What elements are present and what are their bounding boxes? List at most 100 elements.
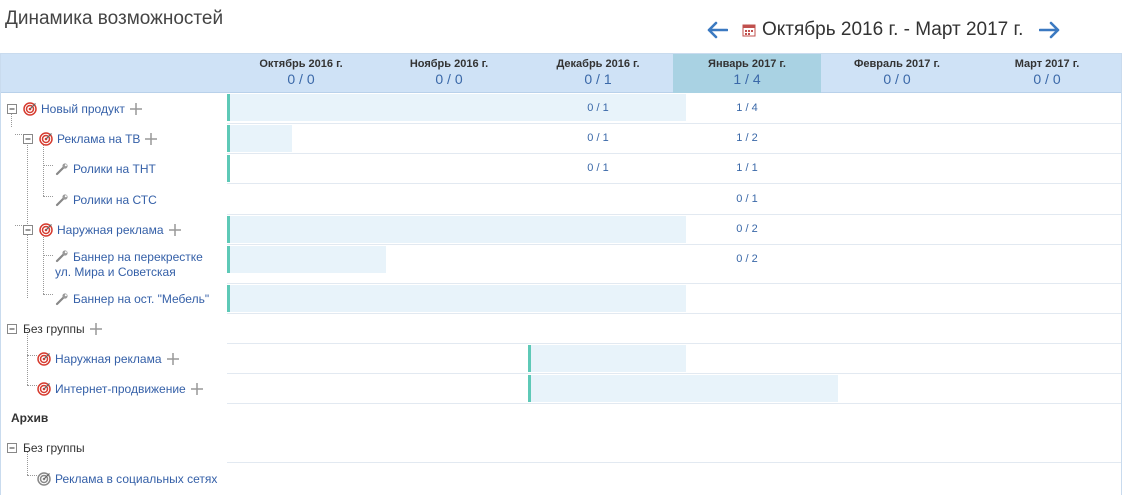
- wrench-icon: [55, 162, 69, 176]
- timeline-bar: [227, 285, 686, 312]
- archive-label: Архив: [11, 411, 49, 425]
- month-header-dec: Декабрь 2016 г. 0 / 1: [523, 54, 673, 93]
- month-value: 1 / 4: [733, 71, 761, 87]
- month-header-oct: Октябрь 2016 г. 0 / 0: [227, 54, 375, 93]
- period-navigator: Октябрь 2016 г. - Март 2017 г.: [704, 15, 1063, 45]
- month-header-feb: Февраль 2017 г. 0 / 0: [821, 54, 973, 93]
- month-name: Март 2017 г.: [1014, 58, 1080, 70]
- wrench-icon: [55, 292, 69, 306]
- tree-connector: [43, 144, 44, 196]
- tree-row: Интернет-продвижение: [1, 374, 1121, 404]
- tree-connector: [15, 134, 22, 135]
- tree-item-label[interactable]: Баннер на перекрестке: [73, 249, 203, 265]
- month-header-nov: Ноябрь 2016 г. 0 / 0: [375, 54, 523, 93]
- tree-item-label[interactable]: Наружная реклама: [57, 223, 164, 237]
- add-icon[interactable]: [129, 102, 143, 116]
- count-cell: 0 / 1: [587, 102, 609, 114]
- tree-item-label[interactable]: Ролики на СТС: [73, 192, 157, 207]
- tree-row: Без группы: [1, 432, 1121, 463]
- count-cell: 0 / 1: [587, 162, 609, 174]
- period-range: Октябрь 2016 г. - Март 2017 г.: [762, 19, 1024, 40]
- collapse-icon[interactable]: [21, 223, 35, 237]
- tree-row: Реклама в социальных сетях: [1, 463, 1121, 494]
- tree-connector: [27, 330, 28, 385]
- calendar-icon[interactable]: [742, 23, 756, 37]
- tree-connector: [11, 112, 12, 127]
- page-title: Динамика возможностей: [5, 8, 224, 29]
- tree-connector: [43, 165, 53, 166]
- month-value: 0 / 0: [1033, 71, 1061, 87]
- add-icon[interactable]: [168, 223, 182, 237]
- wrench-icon: [55, 193, 69, 207]
- prev-period-button[interactable]: [704, 19, 730, 41]
- count-cell: 0 / 2: [736, 223, 758, 235]
- arrow-right-icon: [1039, 21, 1060, 39]
- tree-row: Ролики на СТС 0 / 1: [1, 184, 1121, 215]
- count-cell: 0 / 1: [587, 132, 609, 144]
- count-cell: 1 / 4: [736, 102, 758, 114]
- months-header: Октябрь 2016 г. 0 / 0 Ноябрь 2016 г. 0 /…: [1, 54, 1121, 93]
- tree-connector: [15, 225, 22, 226]
- month-value: 0 / 0: [883, 71, 911, 87]
- add-icon[interactable]: [166, 352, 180, 366]
- tree-group-label: Без группы: [23, 322, 85, 336]
- archive-row: Архив: [1, 404, 1121, 432]
- tree-connector: [27, 451, 28, 475]
- tree-item-label[interactable]: Баннер на ост. "Мебель": [73, 292, 210, 306]
- wrench-icon: [55, 249, 69, 263]
- month-header-mar: Март 2017 г. 0 / 0: [973, 54, 1121, 93]
- tree-group-label: Без группы: [23, 440, 85, 455]
- count-cell: 1 / 1: [736, 162, 758, 174]
- month-header-jan: Январь 2017 г. 1 / 4: [673, 54, 821, 93]
- tree-item-label[interactable]: Реклама на ТВ: [57, 132, 141, 146]
- month-name: Декабрь 2016 г.: [556, 58, 640, 70]
- collapse-icon[interactable]: [21, 132, 35, 146]
- target-icon: [37, 352, 51, 366]
- next-period-button[interactable]: [1037, 19, 1063, 41]
- tree-row: Новый продукт 0 / 1 1 / 4: [1, 93, 1121, 124]
- tree-connector: [27, 385, 37, 386]
- month-name: Январь 2017 г.: [708, 58, 786, 70]
- month-value: 0 / 0: [435, 71, 463, 87]
- month-value: 0 / 0: [287, 71, 315, 87]
- add-icon[interactable]: [144, 132, 158, 146]
- tree-row: Реклама на ТВ 0 / 1 1 / 2: [1, 124, 1121, 154]
- timeline-bar: [528, 375, 838, 402]
- timeline-bar: [528, 345, 686, 372]
- tree-item-label[interactable]: Новый продукт: [41, 101, 125, 116]
- collapse-icon[interactable]: [5, 322, 19, 336]
- month-name: Ноябрь 2016 г.: [409, 58, 489, 70]
- tree-item-label[interactable]: Реклама в социальных сетях: [55, 471, 218, 486]
- label-line: Баннер на перекрестке: [73, 250, 203, 264]
- tree-connector: [27, 355, 37, 356]
- tree-connector: [43, 255, 53, 256]
- timeline-bar: [227, 155, 230, 182]
- tree-row: Баннер на ост. "Мебель": [1, 284, 1121, 314]
- count-cell: 1 / 2: [736, 132, 758, 144]
- target-icon-archived: [37, 471, 51, 486]
- target-icon: [39, 223, 53, 237]
- timeline-bar: [227, 246, 386, 273]
- tree-item-label[interactable]: Наружная реклама: [55, 352, 162, 366]
- collapse-icon[interactable]: [5, 102, 19, 116]
- arrow-left-icon: [707, 21, 728, 39]
- timeline-bar: [227, 94, 686, 121]
- label-line[interactable]: ул. Мира и Советская: [55, 265, 176, 279]
- add-icon[interactable]: [89, 322, 103, 336]
- timeline-bar: [227, 216, 686, 243]
- tree-row: Наружная реклама: [1, 344, 1121, 374]
- timeline-bar: [227, 125, 292, 152]
- tree-item-label[interactable]: Ролики на ТНТ: [73, 162, 156, 176]
- tree-row: Баннер на перекрестке ул. Мира и Советск…: [1, 245, 1121, 284]
- month-value: 0 / 1: [584, 71, 612, 87]
- tree-row: Без группы: [1, 314, 1121, 344]
- tree-connector: [43, 294, 53, 295]
- tree-row: Ролики на ТНТ 0 / 1 1 / 1: [1, 154, 1121, 184]
- target-icon: [37, 382, 51, 396]
- tree-item-label[interactable]: Интернет-продвижение: [55, 382, 186, 396]
- count-cell: 0 / 2: [736, 253, 758, 265]
- collapse-icon[interactable]: [5, 441, 19, 455]
- add-icon[interactable]: [190, 382, 204, 396]
- tree-connector: [43, 234, 44, 294]
- opportunity-grid: Октябрь 2016 г. 0 / 0 Ноябрь 2016 г. 0 /…: [0, 53, 1122, 495]
